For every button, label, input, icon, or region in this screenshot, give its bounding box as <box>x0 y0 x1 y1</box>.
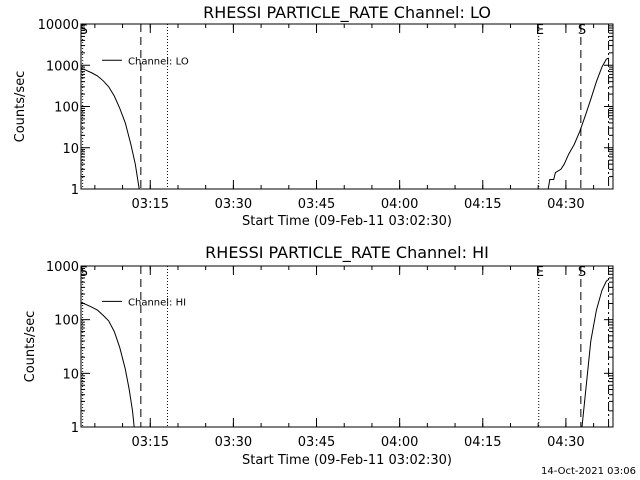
x-axis-label: Start Time (09-Feb-11 03:02:30) <box>242 214 452 229</box>
x-tick-label: 04:15 <box>464 197 501 212</box>
x-tick-label: 04:00 <box>381 197 418 212</box>
legend-label: Channel: HI <box>128 297 186 308</box>
event-marker-label: S <box>578 265 586 280</box>
y-tick-label: 10000 <box>38 18 79 33</box>
series-line-0 <box>542 57 609 190</box>
event-marker-label: S <box>578 23 586 38</box>
x-tick-label: 04:15 <box>464 435 501 450</box>
x-tick-label: 03:15 <box>132 197 169 212</box>
y-tick-label: 1 <box>71 421 79 436</box>
series-line-0 <box>80 301 135 428</box>
y-tick-label: 1000 <box>46 260 79 275</box>
y-axis-label: Counts/sec <box>13 71 28 143</box>
event-marker-label: E <box>536 265 544 280</box>
footer-date: 14-Oct-2021 03:06 <box>541 466 636 477</box>
panel-0: RHESSI PARTICLE_RATE Channel: LO 1 10 100 10… <box>13 3 614 229</box>
y-tick-label: 10 <box>62 367 79 382</box>
series-line-0 <box>581 279 609 428</box>
x-tick-label: 03:15 <box>132 435 169 450</box>
x-tick-label: 04:30 <box>547 435 584 450</box>
chart-title: RHESSI PARTICLE_RATE Channel: HI <box>205 243 489 263</box>
event-marker-label: S <box>80 23 88 38</box>
x-tick-label: 03:45 <box>298 435 335 450</box>
panel-1: RHESSI PARTICLE_RATE Channel: HI 1 10 100 10… <box>23 243 614 468</box>
x-tick-label: 03:30 <box>215 435 252 450</box>
event-marker-label: S <box>80 265 88 280</box>
y-tick-label: 1000 <box>46 59 79 74</box>
x-tick-label: 04:30 <box>547 197 584 212</box>
y-tick-label: 100 <box>54 314 79 329</box>
x-tick-label: 04:00 <box>381 435 418 450</box>
y-tick-label: 100 <box>54 101 79 116</box>
y-axis-label: Counts/sec <box>23 311 38 383</box>
x-axis-label: Start Time (09-Feb-11 03:02:30) <box>242 453 452 468</box>
y-tick-label: 10 <box>62 142 79 157</box>
plot-frame <box>80 265 614 428</box>
event-marker-label: E <box>536 23 544 38</box>
x-tick-label: 03:30 <box>215 197 252 212</box>
legend-label: Channel: LO <box>128 56 189 67</box>
chart-title: RHESSI PARTICLE_RATE Channel: LO <box>203 3 491 23</box>
plot-frame <box>80 23 614 190</box>
x-tick-label: 03:45 <box>298 197 335 212</box>
y-tick-label: 1 <box>71 183 79 198</box>
series-line-0 <box>80 67 140 190</box>
